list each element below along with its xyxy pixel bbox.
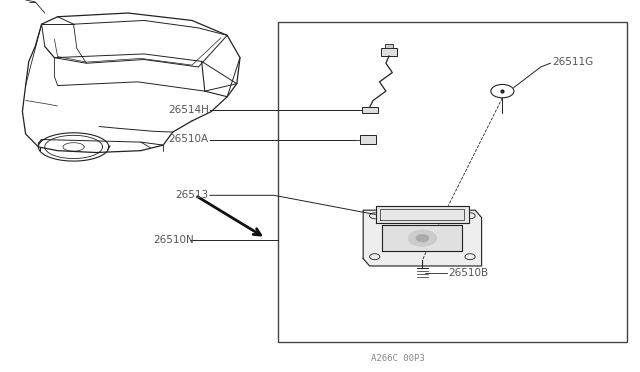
Polygon shape bbox=[364, 210, 481, 266]
Text: 26514H: 26514H bbox=[168, 105, 209, 115]
Polygon shape bbox=[376, 206, 468, 223]
Circle shape bbox=[408, 230, 436, 246]
Bar bbox=[360, 135, 376, 144]
Text: A266C 00P3: A266C 00P3 bbox=[371, 354, 425, 363]
Bar bbox=[362, 107, 378, 113]
Bar bbox=[381, 48, 397, 56]
Text: 26510N: 26510N bbox=[154, 235, 195, 245]
Circle shape bbox=[416, 234, 429, 242]
Bar bbox=[278, 22, 627, 342]
Bar bbox=[385, 44, 393, 48]
Text: 26510A: 26510A bbox=[168, 135, 209, 144]
Text: 26513: 26513 bbox=[175, 190, 209, 200]
Text: 26511G: 26511G bbox=[552, 57, 593, 67]
Text: 26510B: 26510B bbox=[448, 269, 488, 278]
Polygon shape bbox=[383, 225, 463, 251]
